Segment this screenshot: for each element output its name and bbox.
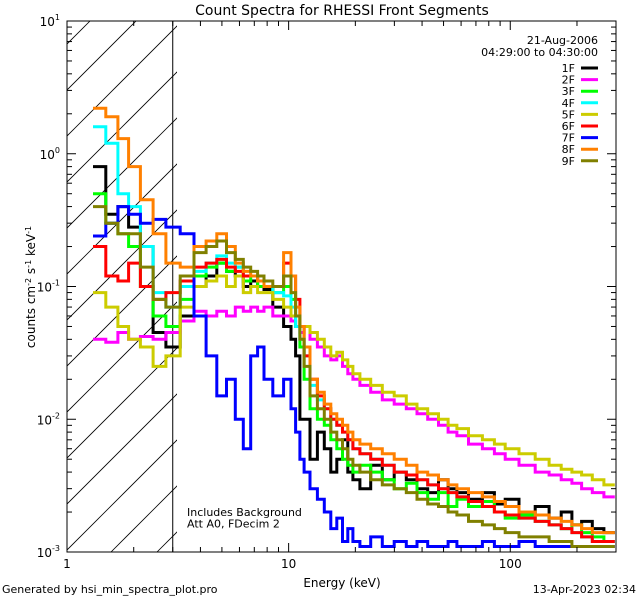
hatch-line bbox=[67, 393, 177, 505]
hatch-line bbox=[67, 21, 137, 91]
y-tick-label: 101 bbox=[40, 13, 60, 29]
legend-label-5F: 5F bbox=[562, 108, 575, 121]
series-7F-line bbox=[93, 205, 615, 548]
y-tick-label: 10-2 bbox=[37, 411, 60, 427]
series-9F-line bbox=[93, 205, 615, 548]
axes-layer: 1 10 100 10-3 10-2 10-1 100 101 bbox=[37, 13, 617, 571]
hatch-line bbox=[67, 163, 177, 275]
x-tick-label: 10 bbox=[281, 557, 296, 571]
hatch-line bbox=[67, 25, 177, 137]
generated-timestamp: 13-Apr-2023 02:34 bbox=[532, 583, 636, 596]
series-layer bbox=[93, 106, 615, 548]
y-axis-label-exp: -1 bbox=[24, 226, 33, 234]
x-tick-label: 1 bbox=[63, 557, 71, 571]
time-range-label: 04:29:00 to 04:30:00 bbox=[481, 46, 598, 59]
legend-label-4F: 4F bbox=[562, 97, 575, 110]
y-axis-label-exp: -2 bbox=[24, 278, 33, 286]
y-tick-label: 100 bbox=[40, 146, 60, 162]
chart-title: Count Spectra for RHESSI Front Segments bbox=[195, 3, 489, 19]
y-axis-label-mid: keV bbox=[24, 233, 38, 260]
hatch-line bbox=[67, 209, 177, 321]
hatch-line bbox=[67, 347, 177, 459]
hatch-line bbox=[67, 71, 177, 183]
hatch-line bbox=[0, 0, 27, 552]
hatch-line bbox=[249, 0, 640, 552]
annotation-line: Includes Background bbox=[187, 506, 302, 519]
legend-label-3F: 3F bbox=[562, 85, 575, 98]
generated-by-label: Generated by hsi_min_spectra_plot.pro bbox=[2, 583, 218, 596]
legend-label-7F: 7F bbox=[562, 132, 575, 145]
x-tick-label: 100 bbox=[499, 557, 522, 571]
excluded-energy-hatch bbox=[0, 0, 640, 552]
hatch-line bbox=[67, 255, 177, 367]
hatch-line bbox=[67, 21, 91, 45]
series-6F-line bbox=[93, 245, 615, 543]
legend-label-2F: 2F bbox=[562, 74, 575, 87]
series-1F-line bbox=[93, 165, 615, 535]
y-axis-label-mid: s bbox=[24, 268, 38, 278]
legend-label-1F: 1F bbox=[562, 62, 575, 75]
y-axis-label-base: counts cm bbox=[24, 286, 38, 348]
y-tick-label: 10-1 bbox=[37, 279, 60, 295]
legend-label-8F: 8F bbox=[562, 143, 575, 156]
legend-label-9F: 9F bbox=[562, 155, 575, 168]
date-label: 21-Aug-2006 bbox=[527, 34, 598, 47]
y-axis-label: counts cm-2 s-1 keV-1 bbox=[24, 226, 39, 348]
hatch-line bbox=[67, 439, 177, 551]
legend-label-6F: 6F bbox=[562, 120, 575, 133]
x-axis-label: Energy (keV) bbox=[303, 576, 380, 590]
y-axis-label-exp: -1 bbox=[24, 260, 33, 268]
y-tick-label: 10-3 bbox=[37, 544, 60, 560]
series-2F-line bbox=[93, 305, 615, 499]
annotation-line: Att A0, FDecim 2 bbox=[187, 518, 280, 531]
series-5F-line bbox=[93, 274, 615, 487]
